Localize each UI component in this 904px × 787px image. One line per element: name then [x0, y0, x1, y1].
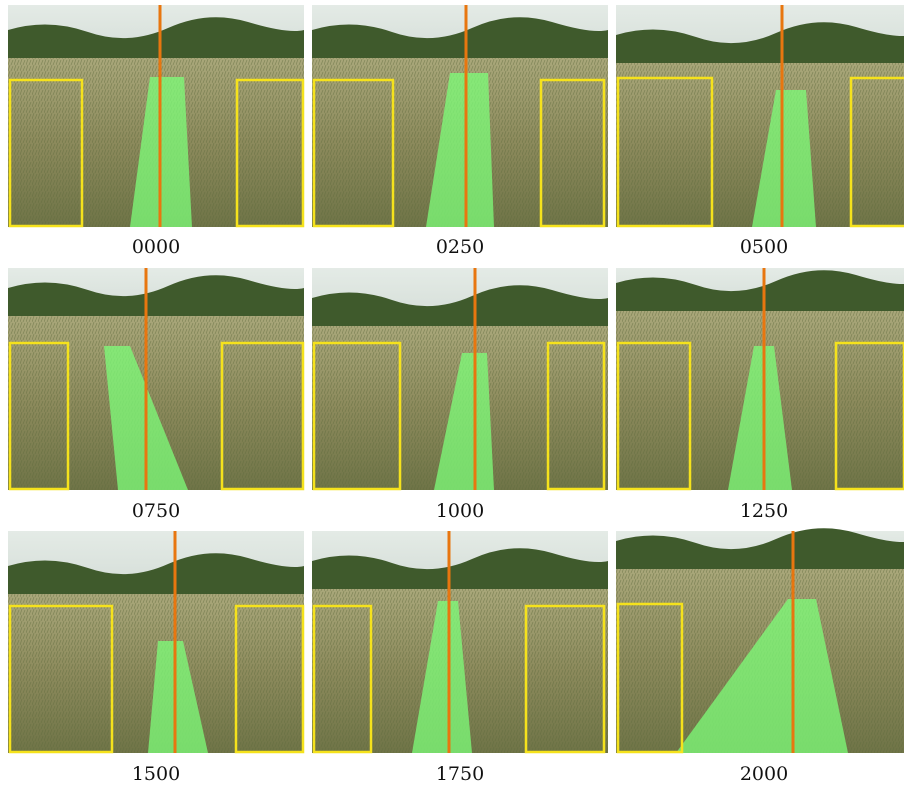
panel: [616, 528, 904, 753]
panel-label: 0750: [132, 500, 180, 522]
panel: [8, 5, 304, 227]
panel-label: 2000: [740, 763, 788, 785]
panel: [312, 5, 608, 227]
panel: [616, 5, 904, 227]
panel: [616, 268, 904, 490]
panel-label: 1000: [436, 500, 484, 522]
panel-label: 1500: [132, 763, 180, 785]
panel: [312, 531, 608, 753]
panel: [8, 531, 304, 753]
panel: [8, 268, 304, 490]
panel-label: 0500: [740, 236, 788, 258]
figure: 0000 0250 0500 0750 1000 1250 1500 1750 2000: [0, 0, 904, 787]
panel-label: 0250: [436, 236, 484, 258]
panel: [312, 268, 608, 490]
panel-label: 0000: [132, 236, 180, 258]
panel-label: 1750: [436, 763, 484, 785]
panel-label: 1250: [740, 500, 788, 522]
